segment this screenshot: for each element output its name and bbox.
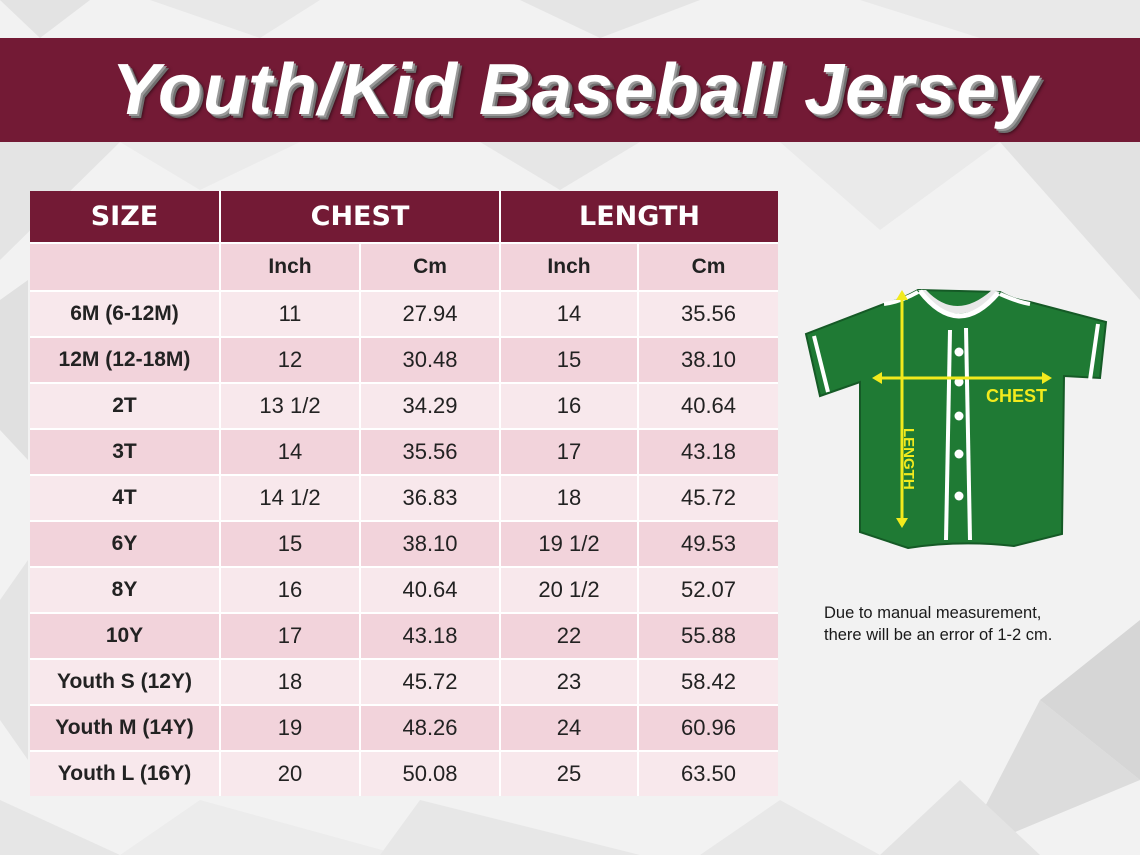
jersey-shirt-shape xyxy=(804,288,1108,550)
chest-cm-cell: 43.18 xyxy=(360,612,501,659)
chest-inch-cell: 20 xyxy=(220,750,361,796)
chest-measure-arrow xyxy=(872,372,1052,384)
size-cell: 4T xyxy=(30,474,221,521)
chest-cm-cell: 45.72 xyxy=(360,658,501,705)
chest-label: CHEST xyxy=(986,386,1047,406)
chest-cm-cell: 35.56 xyxy=(360,428,501,475)
table-row: 12M (12-18M) 12 30.48 15 38.10 xyxy=(30,336,778,383)
length-inch-cell: 20 1/2 xyxy=(500,566,639,613)
size-cell: Youth S (12Y) xyxy=(30,658,221,705)
length-cm-cell: 49.53 xyxy=(638,520,778,567)
header-length: LENGTH xyxy=(500,191,778,243)
measurement-note: Due to manual measurement, there will be… xyxy=(824,602,1124,646)
length-cm-cell: 55.88 xyxy=(638,612,778,659)
chest-inch-cell: 11 xyxy=(220,290,361,337)
size-cell: 8Y xyxy=(30,566,221,613)
subheader-blank xyxy=(30,242,221,291)
subheader-length-cm: Cm xyxy=(638,242,778,291)
title-banner: Youth/Kid Baseball Jersey xyxy=(0,38,1140,142)
page-title: Youth/Kid Baseball Jersey xyxy=(111,50,1039,130)
chest-inch-cell: 17 xyxy=(220,612,361,659)
size-chart-table: SIZE CHEST LENGTH Inch Cm Inch Cm 6M (6-… xyxy=(30,191,778,796)
note-line-2: there will be an error of 1-2 cm. xyxy=(824,626,1053,644)
size-cell: Youth M (14Y) xyxy=(30,704,221,751)
jersey-illustration: CHEST LENGTH xyxy=(804,288,1108,550)
table-row: 6M (6-12M) 11 27.94 14 35.56 xyxy=(30,290,778,337)
length-inch-cell: 15 xyxy=(500,336,639,383)
chest-cm-cell: 40.64 xyxy=(360,566,501,613)
length-label: LENGTH xyxy=(900,428,917,490)
chest-inch-cell: 19 xyxy=(220,704,361,751)
table-row: Youth M (14Y) 19 48.26 24 60.96 xyxy=(30,704,778,751)
chest-inch-cell: 14 xyxy=(220,428,361,475)
length-inch-cell: 24 xyxy=(500,704,639,751)
length-cm-cell: 45.72 xyxy=(638,474,778,521)
chest-cm-cell: 48.26 xyxy=(360,704,501,751)
chest-inch-cell: 16 xyxy=(220,566,361,613)
size-cell: 6M (6-12M) xyxy=(30,290,221,337)
length-inch-cell: 22 xyxy=(500,612,639,659)
table-row: Youth S (12Y) 18 45.72 23 58.42 xyxy=(30,658,778,705)
note-line-1: Due to manual measurement, xyxy=(824,604,1042,622)
size-cell: 3T xyxy=(30,428,221,475)
table-row: 3T 14 35.56 17 43.18 xyxy=(30,428,778,475)
header-chest: CHEST xyxy=(220,191,501,243)
size-cell: Youth L (16Y) xyxy=(30,750,221,796)
length-cm-cell: 63.50 xyxy=(638,750,778,796)
chest-cm-cell: 34.29 xyxy=(360,382,501,429)
length-cm-cell: 35.56 xyxy=(638,290,778,337)
length-inch-cell: 17 xyxy=(500,428,639,475)
chest-cm-cell: 36.83 xyxy=(360,474,501,521)
chest-inch-cell: 13 1/2 xyxy=(220,382,361,429)
length-inch-cell: 25 xyxy=(500,750,639,796)
subheader-chest-cm: Cm xyxy=(360,242,501,291)
length-cm-cell: 52.07 xyxy=(638,566,778,613)
length-inch-cell: 14 xyxy=(500,290,639,337)
length-inch-cell: 23 xyxy=(500,658,639,705)
table-row: 6Y 15 38.10 19 1/2 49.53 xyxy=(30,520,778,567)
table-subheader-row: Inch Cm Inch Cm xyxy=(30,242,778,291)
chest-cm-cell: 27.94 xyxy=(360,290,501,337)
table-row: 10Y 17 43.18 22 55.88 xyxy=(30,612,778,659)
size-cell: 6Y xyxy=(30,520,221,567)
size-cell: 10Y xyxy=(30,612,221,659)
length-cm-cell: 40.64 xyxy=(638,382,778,429)
chest-cm-cell: 30.48 xyxy=(360,336,501,383)
table-row: 8Y 16 40.64 20 1/2 52.07 xyxy=(30,566,778,613)
size-cell: 12M (12-18M) xyxy=(30,336,221,383)
header-size: SIZE xyxy=(30,191,221,243)
length-cm-cell: 58.42 xyxy=(638,658,778,705)
length-cm-cell: 60.96 xyxy=(638,704,778,751)
subheader-chest-inch: Inch xyxy=(220,242,361,291)
size-cell: 2T xyxy=(30,382,221,429)
length-inch-cell: 16 xyxy=(500,382,639,429)
subheader-length-inch: Inch xyxy=(500,242,639,291)
length-inch-cell: 18 xyxy=(500,474,639,521)
length-inch-cell: 19 1/2 xyxy=(500,520,639,567)
length-cm-cell: 38.10 xyxy=(638,336,778,383)
chest-inch-cell: 15 xyxy=(220,520,361,567)
chest-inch-cell: 18 xyxy=(220,658,361,705)
table-header-row: SIZE CHEST LENGTH xyxy=(30,191,778,243)
table-row: Youth L (16Y) 20 50.08 25 63.50 xyxy=(30,750,778,796)
chest-inch-cell: 12 xyxy=(220,336,361,383)
chest-cm-cell: 38.10 xyxy=(360,520,501,567)
chest-inch-cell: 14 1/2 xyxy=(220,474,361,521)
table-row: 4T 14 1/2 36.83 18 45.72 xyxy=(30,474,778,521)
chest-cm-cell: 50.08 xyxy=(360,750,501,796)
length-cm-cell: 43.18 xyxy=(638,428,778,475)
length-measure-arrow xyxy=(896,290,908,528)
table-row: 2T 13 1/2 34.29 16 40.64 xyxy=(30,382,778,429)
